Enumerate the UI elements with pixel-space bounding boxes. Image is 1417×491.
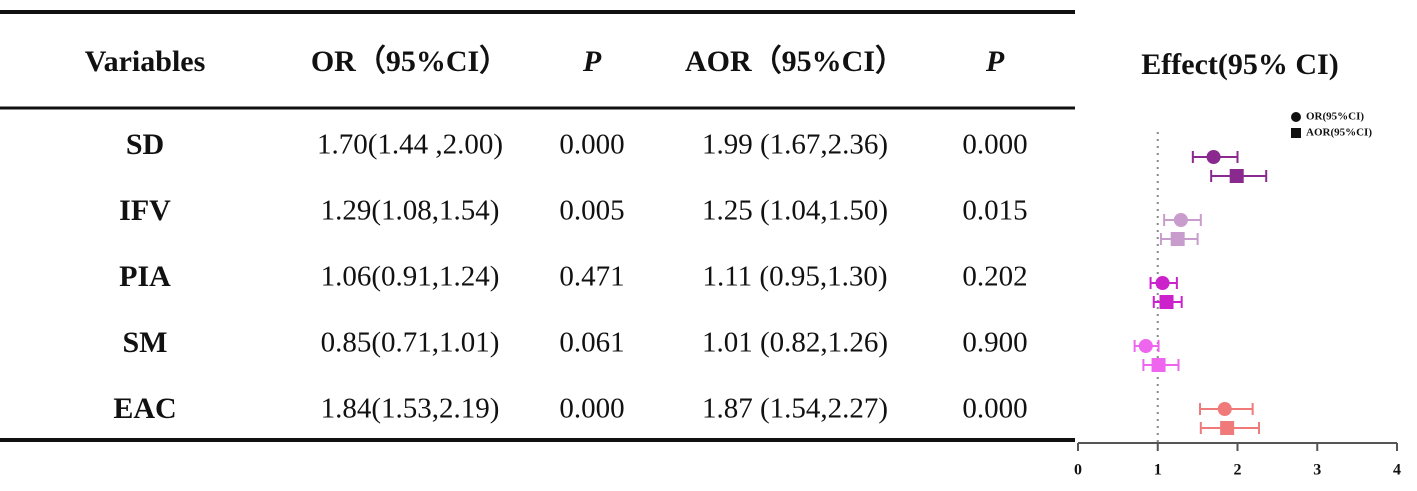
table-cell: 1.70(1.44 ,2.00) — [317, 129, 503, 161]
legend-label: OR(95%CI) — [1306, 111, 1364, 123]
table-cell: 0.900 — [962, 327, 1027, 359]
table-cell: 0.85(0.71,1.01) — [321, 327, 500, 359]
row-label: PIA — [119, 260, 171, 293]
point-marker — [1229, 169, 1244, 183]
point-marker — [1138, 339, 1153, 353]
column-header: AOR（95%CI） — [685, 44, 905, 78]
table-cell: 0.015 — [962, 195, 1027, 227]
table-cell: 0.000 — [962, 393, 1027, 425]
row-label: IFV — [119, 194, 171, 227]
x-tick-label: 0 — [1074, 462, 1082, 479]
table-cell: 1.06(0.91,1.24) — [321, 261, 500, 293]
table-cell: 0.000 — [559, 393, 624, 425]
column-header: P — [582, 45, 602, 78]
table-cell: 0.005 — [559, 195, 624, 227]
legend-marker — [1291, 112, 1301, 122]
row-label: SD — [126, 128, 164, 161]
row-label: EAC — [113, 392, 176, 425]
table-cell: 0.000 — [962, 129, 1027, 161]
table-cell: 0.061 — [559, 327, 624, 359]
legend-marker — [1291, 128, 1301, 138]
table-cell: 0.202 — [962, 261, 1027, 293]
point-marker — [1170, 232, 1185, 246]
table-cell: 1.84(1.53,2.19) — [321, 393, 500, 425]
column-header: P — [985, 45, 1005, 78]
table-cell: 0.471 — [559, 261, 624, 293]
point-marker — [1151, 358, 1166, 372]
point-marker — [1217, 402, 1232, 416]
table-cell: 1.87 (1.54,2.27) — [702, 393, 888, 425]
point-marker — [1220, 421, 1235, 435]
table-cell: 1.29(1.08,1.54) — [321, 195, 500, 227]
point-marker — [1159, 295, 1174, 309]
table-cell: 1.11 (0.95,1.30) — [703, 261, 888, 293]
x-tick-label: 3 — [1313, 462, 1321, 479]
point-marker — [1155, 276, 1170, 290]
point-marker — [1173, 213, 1188, 227]
column-header: Variables — [85, 45, 206, 78]
column-header: OR（95%CI） — [311, 44, 509, 78]
x-tick-label: 1 — [1154, 462, 1162, 479]
legend-label: AOR(95%CI) — [1306, 127, 1372, 139]
table-cell: 1.01 (0.82,1.26) — [702, 327, 888, 359]
chart-title: Effect(95% CI) — [1141, 48, 1338, 81]
x-tick-label: 2 — [1234, 462, 1242, 479]
table-cell: 0.000 — [559, 129, 624, 161]
row-label: SM — [123, 326, 168, 359]
point-marker — [1206, 150, 1221, 164]
table-cell: 1.99 (1.67,2.36) — [702, 129, 888, 161]
x-tick-label: 4 — [1393, 462, 1401, 479]
table-cell: 1.25 (1.04,1.50) — [702, 195, 888, 227]
